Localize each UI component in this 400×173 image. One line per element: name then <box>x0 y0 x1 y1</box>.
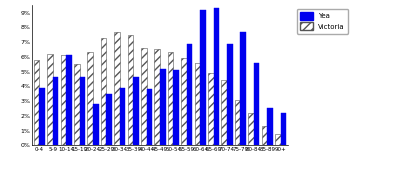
Bar <box>160 69 166 145</box>
Bar <box>267 108 273 145</box>
Bar <box>208 73 214 145</box>
Bar <box>227 44 233 145</box>
Bar <box>53 78 58 145</box>
Legend: Yea, Victoria: Yea, Victoria <box>296 9 348 34</box>
Bar <box>39 88 45 145</box>
Bar <box>114 32 120 145</box>
Bar <box>87 52 93 145</box>
Bar <box>248 113 254 145</box>
Bar <box>200 10 206 145</box>
Bar <box>34 60 39 145</box>
Bar <box>275 134 281 145</box>
Bar <box>254 63 260 145</box>
Bar <box>47 54 53 145</box>
Bar <box>194 63 200 145</box>
Bar <box>262 126 267 145</box>
Bar <box>281 113 286 145</box>
Bar <box>174 70 179 145</box>
Bar <box>93 104 99 145</box>
Bar <box>221 80 227 145</box>
Bar <box>154 49 160 145</box>
Bar <box>80 78 85 145</box>
Bar <box>146 89 152 145</box>
Bar <box>60 55 66 145</box>
Bar <box>214 8 219 145</box>
Bar <box>106 94 112 145</box>
Bar <box>187 44 192 145</box>
Bar <box>141 48 146 145</box>
Bar <box>240 32 246 145</box>
Bar <box>181 58 187 145</box>
Bar <box>101 38 106 145</box>
Bar <box>128 35 133 145</box>
Bar <box>74 64 80 145</box>
Bar <box>168 52 174 145</box>
Bar <box>120 88 126 145</box>
Bar <box>133 78 139 145</box>
Bar <box>235 100 240 145</box>
Bar <box>66 55 72 145</box>
